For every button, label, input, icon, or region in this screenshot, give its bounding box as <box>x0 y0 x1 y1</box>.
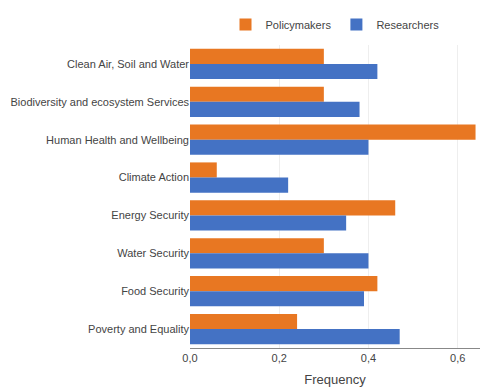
svg-text:0,2: 0,2 <box>272 352 287 364</box>
svg-text:Energy Security: Energy Security <box>111 209 189 221</box>
svg-text:Policymakers: Policymakers <box>266 19 332 31</box>
svg-text:Poverty and Equality: Poverty and Equality <box>88 323 189 335</box>
svg-text:0,6: 0,6 <box>450 352 465 364</box>
svg-text:Human Health and Wellbeing: Human Health and Wellbeing <box>46 134 189 146</box>
svg-text:Food Security: Food Security <box>121 285 189 297</box>
svg-text:Biodiversity and ecosystem Ser: Biodiversity and ecosystem Services <box>10 96 189 108</box>
svg-text:Frequency: Frequency <box>304 372 366 387</box>
svg-text:Researchers: Researchers <box>376 19 439 31</box>
svg-text:Climate Action: Climate Action <box>119 171 189 183</box>
svg-text:Clean Air, Soil and Water: Clean Air, Soil and Water <box>67 58 189 70</box>
svg-text:Water Security: Water Security <box>117 247 189 259</box>
svg-text:0,0: 0,0 <box>182 352 197 364</box>
svg-text:0,4: 0,4 <box>361 352 376 364</box>
